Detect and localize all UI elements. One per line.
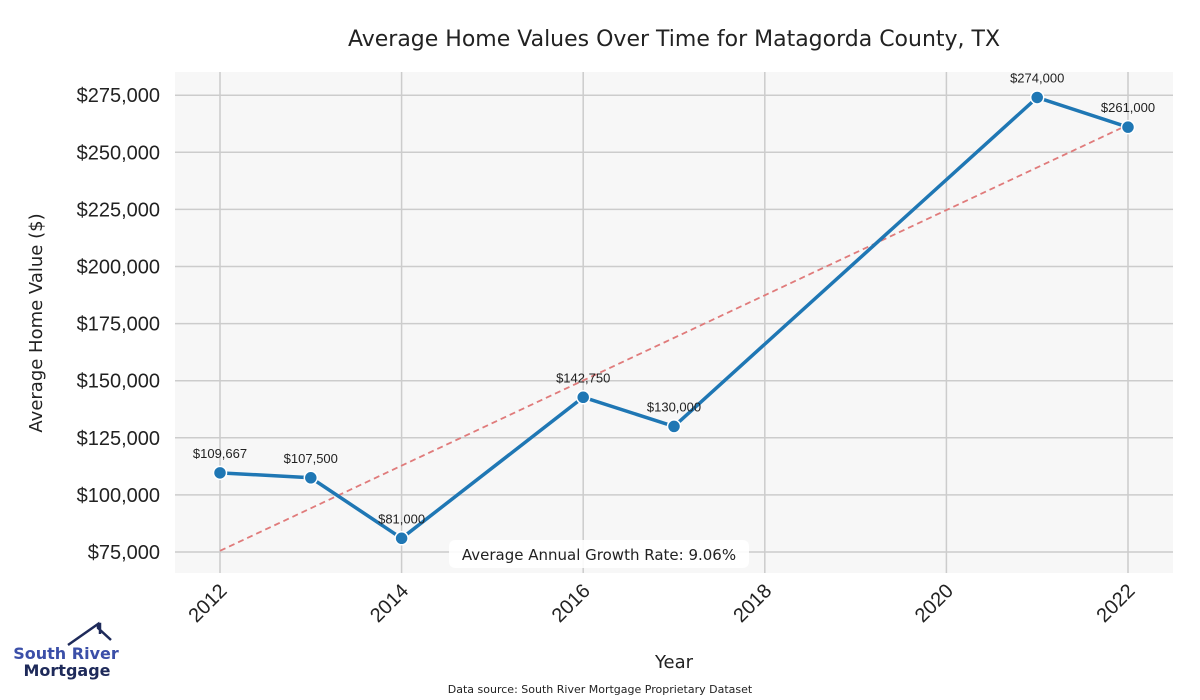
data-label: $81,000	[378, 511, 425, 526]
y-tick-label: $100,000	[77, 485, 160, 507]
data-source: Data source: South River Mortgage Propri…	[448, 683, 753, 696]
chart-title: Average Home Values Over Time for Matago…	[348, 27, 1000, 52]
y-tick-label: $250,000	[77, 142, 160, 164]
data-point	[666, 419, 682, 434]
data-label: $107,500	[284, 451, 338, 466]
data-point	[394, 531, 409, 546]
house-icon	[67, 621, 112, 647]
data-label: $261,000	[1101, 100, 1155, 115]
plot-area	[175, 72, 1173, 573]
data-point	[575, 390, 591, 405]
data-point	[1029, 90, 1045, 105]
y-tick-label: $225,000	[77, 199, 160, 221]
trend-line	[219, 124, 1129, 552]
x-tick-label: 2020	[911, 580, 958, 627]
y-axis-label: Average Home Value ($)	[26, 213, 47, 432]
y-tick-label: $125,000	[77, 428, 160, 450]
data-label: $142,750	[556, 370, 610, 385]
x-tick-label: 2018	[729, 580, 776, 627]
data-label: $130,000	[647, 399, 701, 414]
x-tick-label: 2022	[1093, 580, 1140, 627]
x-tick-label: 2014	[366, 580, 413, 627]
data-point	[212, 465, 228, 481]
x-tick-label: 2016	[548, 580, 595, 627]
y-tick-label: $275,000	[77, 85, 160, 107]
x-tick-label: 2012	[185, 580, 232, 627]
y-tick-label: $150,000	[77, 371, 160, 393]
y-tick-label: $75,000	[88, 542, 160, 564]
logo-line1: South River	[13, 644, 119, 663]
growth-rate-annotation: Average Annual Growth Rate: 9.06%	[462, 546, 736, 564]
x-axis-label: Year	[654, 652, 694, 673]
growth-rate-box	[449, 540, 749, 568]
data-label: $274,000	[1010, 70, 1064, 85]
y-tick-label: $175,000	[77, 314, 160, 336]
data-point	[1120, 119, 1136, 135]
logo: South River Mortgage	[13, 621, 119, 680]
data-point	[303, 470, 319, 486]
data-label: $109,667	[193, 446, 247, 461]
logo-line2: Mortgage	[23, 661, 110, 680]
y-tick-label: $200,000	[77, 257, 160, 279]
